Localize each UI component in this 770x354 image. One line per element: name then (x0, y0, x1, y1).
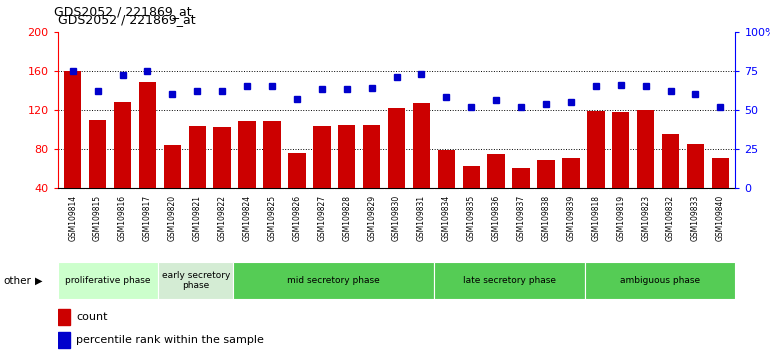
Text: GSM109838: GSM109838 (541, 195, 551, 241)
Text: GDS2052 / 221869_at: GDS2052 / 221869_at (54, 5, 192, 18)
Text: other: other (4, 275, 32, 286)
Bar (58, 332, 69, 348)
Bar (637, 110, 654, 188)
Text: late secretory phase: late secretory phase (463, 276, 556, 285)
Bar (58, 309, 69, 325)
Text: GSM109839: GSM109839 (567, 195, 575, 241)
Bar (213, 127, 231, 188)
Text: GSM109815: GSM109815 (93, 195, 102, 241)
Bar (463, 166, 480, 188)
Bar (587, 111, 604, 188)
Bar (58, 262, 158, 299)
Text: GSM109817: GSM109817 (143, 195, 152, 241)
Bar (233, 262, 434, 299)
Bar (313, 126, 330, 188)
Text: GSM109835: GSM109835 (467, 195, 476, 241)
Text: GSM109836: GSM109836 (492, 195, 501, 241)
Bar (89, 120, 106, 188)
Text: GSM109832: GSM109832 (666, 195, 675, 241)
Text: early secretory
phase: early secretory phase (162, 271, 230, 290)
Text: GSM109816: GSM109816 (118, 195, 127, 241)
Text: GSM109824: GSM109824 (243, 195, 252, 241)
Bar (434, 262, 584, 299)
Bar (584, 262, 735, 299)
Bar (139, 82, 156, 188)
Bar (413, 103, 430, 188)
Text: ambiguous phase: ambiguous phase (620, 276, 700, 285)
Text: proliferative phase: proliferative phase (65, 276, 151, 285)
Text: GSM109826: GSM109826 (293, 195, 301, 241)
Bar (158, 262, 233, 299)
Bar (687, 144, 705, 188)
Bar (338, 125, 356, 188)
Text: count: count (76, 312, 108, 322)
Text: GSM109822: GSM109822 (218, 195, 226, 241)
Text: GSM109828: GSM109828 (342, 195, 351, 241)
Text: GSM109834: GSM109834 (442, 195, 451, 241)
Text: GSM109814: GSM109814 (69, 195, 77, 241)
Text: GSM109825: GSM109825 (267, 195, 276, 241)
Text: GSM109818: GSM109818 (591, 195, 601, 241)
Bar (114, 102, 131, 188)
Bar (288, 153, 306, 188)
Bar (189, 126, 206, 188)
Bar (512, 168, 530, 188)
Text: GSM109829: GSM109829 (367, 195, 376, 241)
Text: GSM109833: GSM109833 (691, 195, 700, 241)
Text: GSM109827: GSM109827 (317, 195, 326, 241)
Bar (562, 159, 580, 188)
Bar (263, 121, 281, 188)
Bar (163, 145, 181, 188)
Text: GDS2052 / 221869_at: GDS2052 / 221869_at (58, 13, 196, 27)
Text: GSM109840: GSM109840 (716, 195, 725, 241)
Bar (437, 150, 455, 188)
Bar (388, 108, 405, 188)
Text: GSM109830: GSM109830 (392, 195, 401, 241)
Text: GSM109819: GSM109819 (616, 195, 625, 241)
Bar (662, 134, 679, 188)
Text: GSM109823: GSM109823 (641, 195, 650, 241)
Bar (363, 125, 380, 188)
Bar (612, 112, 629, 188)
Text: GSM109837: GSM109837 (517, 195, 526, 241)
Bar (64, 71, 82, 188)
Text: GSM109821: GSM109821 (192, 195, 202, 241)
Text: GSM109831: GSM109831 (417, 195, 426, 241)
Bar (711, 159, 729, 188)
Text: percentile rank within the sample: percentile rank within the sample (76, 335, 264, 345)
Text: mid secretory phase: mid secretory phase (287, 276, 380, 285)
Bar (537, 160, 554, 188)
Bar (487, 154, 505, 188)
Bar (239, 121, 256, 188)
Text: ▶: ▶ (35, 275, 42, 286)
Text: GSM109820: GSM109820 (168, 195, 177, 241)
